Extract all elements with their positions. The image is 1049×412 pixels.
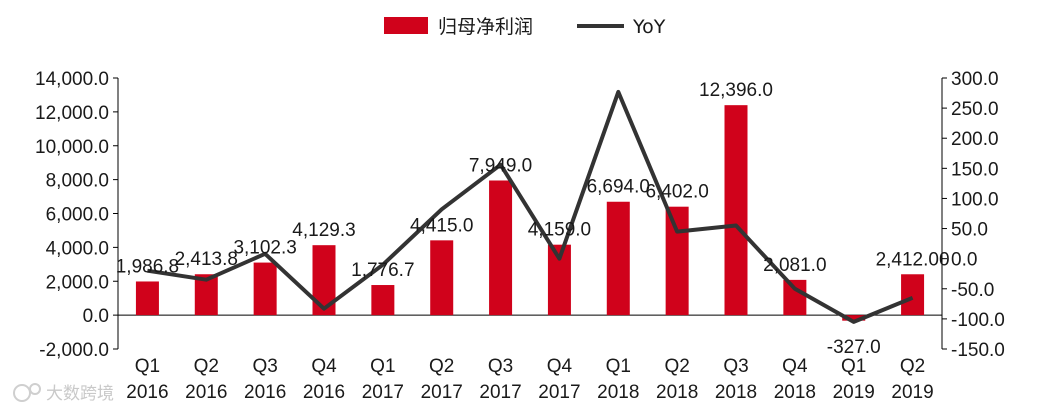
data-labels: 1,986.82,413.83,102.34,129.3 1,776.7 4,415… (116, 80, 950, 358)
net-profit-bar (783, 279, 807, 316)
bar-value-label: 6,694.0 (587, 177, 650, 198)
x-tick-quarter: Q1 (606, 356, 631, 377)
bar-value-label: 4,415.0 (410, 215, 473, 236)
x-tick-quarter: Q1 (370, 356, 395, 377)
right-tick-label: -100.0 (951, 310, 1005, 331)
net-profit-bar (547, 244, 571, 316)
left-tick-label: 14,000.0 (35, 69, 109, 90)
net-profit-bar (312, 245, 336, 316)
right-tick-label: 250.0 (951, 99, 999, 120)
x-tick-quarter: Q1 (135, 356, 160, 377)
legend-label-net-profit: 归母净利润 (438, 16, 533, 38)
x-tick-quarter: Q3 (488, 356, 513, 377)
legend-swatch-net-profit (384, 17, 428, 34)
net-profit-bar (489, 180, 513, 316)
yoy-line-layer (147, 89, 914, 324)
x-tick-quarter: Q1 (841, 356, 866, 377)
net-profit-bar (901, 274, 925, 316)
x-tick-year: 2018 (774, 382, 816, 403)
right-tick-label: 300.0 (951, 69, 999, 90)
axes: -2,000.0 0.0 2,000.0 4,000.0 6,000.0 8,000.0 1… (35, 69, 1005, 361)
net-profit-bar (606, 201, 630, 316)
bar-value-label: 4,159.0 (528, 220, 591, 241)
x-tick-quarter: Q4 (547, 356, 573, 377)
left-tick-label: 10,000.0 (35, 137, 109, 158)
bar-value-label: -327.0 (827, 337, 881, 358)
x-tick-year: 2019 (891, 382, 933, 403)
net-profit-bar (842, 315, 866, 321)
x-axis-labels: Q1 2016 Q2 2016 Q3 2016 Q4 2016 Q1 2017 Q2 2017 Q3 20… (126, 356, 933, 403)
bars (135, 105, 925, 321)
bar-value-label: 7,949.0 (469, 155, 532, 176)
watermark-logo-icon (13, 384, 31, 402)
bar-value-label: 1,776.7 (351, 260, 414, 281)
legend: 归母净利润 YoY (384, 16, 666, 38)
x-tick-year: 2018 (715, 382, 757, 403)
left-tick-label: 2,000.0 (46, 272, 109, 293)
right-tick-label: -50.0 (951, 280, 994, 301)
right-tick-label: 200.0 (951, 129, 999, 150)
left-tick-label: 8,000.0 (46, 171, 109, 192)
x-tick-year: 2016 (185, 382, 227, 403)
bar-value-label: 4,129.3 (292, 220, 355, 241)
x-tick-quarter: Q2 (194, 356, 219, 377)
right-tick-label: -150.0 (951, 340, 1005, 361)
net-profit-bar (724, 105, 748, 316)
right-tick-label: 100.0 (951, 189, 999, 210)
legend-label-yoy: YoY (632, 16, 666, 38)
bar-value-label: 1,986.8 (116, 256, 179, 277)
x-tick-year: 2018 (656, 382, 698, 403)
right-tick-label: 150.0 (951, 159, 999, 180)
x-tick-quarter: Q4 (311, 356, 337, 377)
x-tick-year: 2016 (303, 382, 345, 403)
left-tick-label: 12,000.0 (35, 103, 109, 124)
watermark-text: 大数跨境 (46, 384, 114, 404)
right-tick-label: 50.0 (951, 220, 988, 241)
right-tick-label: 0.0 (951, 250, 977, 271)
bar-value-label: 2,413.8 (175, 249, 238, 270)
net-profit-bar (253, 262, 277, 316)
bar-value-label: 2,081.0 (763, 255, 826, 276)
bar-value-label: 2,412.00 (876, 249, 950, 270)
net-profit-bar (430, 240, 454, 316)
x-tick-year: 2018 (597, 382, 639, 403)
left-tick-label: 6,000.0 (46, 205, 109, 226)
bar-value-label: 12,396.0 (699, 80, 773, 101)
x-tick-quarter: Q2 (429, 356, 454, 377)
x-tick-year: 2016 (126, 382, 168, 403)
bar-value-label: 3,102.3 (233, 238, 296, 259)
x-tick-quarter: Q4 (782, 356, 808, 377)
x-tick-quarter: Q3 (252, 356, 277, 377)
watermark: 大数跨境 (13, 383, 114, 404)
x-tick-year: 2017 (362, 382, 404, 403)
left-tick-label: 4,000.0 (46, 238, 109, 259)
x-tick-year: 2017 (538, 382, 580, 403)
x-tick-quarter: Q2 (664, 356, 689, 377)
x-tick-year: 2016 (244, 382, 286, 403)
net-profit-bar (194, 274, 218, 316)
x-tick-year: 2017 (421, 382, 463, 403)
watermark-logo-icon-2 (29, 383, 41, 395)
x-tick-year: 2019 (833, 382, 875, 403)
x-tick-quarter: Q3 (723, 356, 748, 377)
net-profit-bar (135, 281, 159, 316)
bar-value-label: 6,402.0 (645, 182, 708, 203)
net-profit-bar (371, 285, 395, 316)
yoy-line (147, 89, 914, 324)
net-profit-bar (665, 206, 689, 316)
left-tick-label: 0.0 (83, 306, 109, 327)
x-tick-quarter: Q2 (900, 356, 925, 377)
x-tick-year: 2017 (479, 382, 521, 403)
left-tick-label: -2,000.0 (39, 340, 109, 361)
